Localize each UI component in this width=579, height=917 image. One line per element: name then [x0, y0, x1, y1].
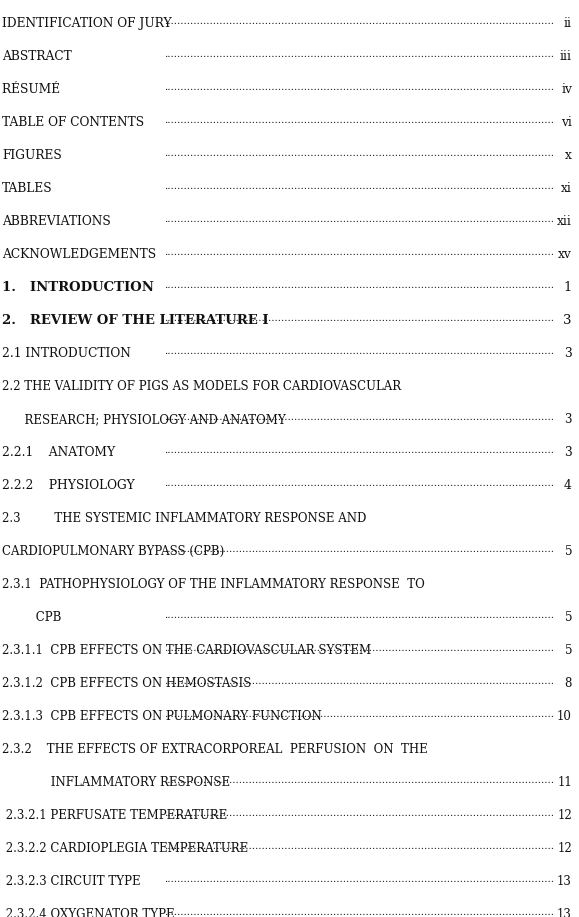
Text: CARDIOPULMONARY BYPASS (CPB): CARDIOPULMONARY BYPASS (CPB)	[2, 545, 224, 558]
Text: 5: 5	[565, 644, 572, 657]
Text: ................................................................................: ........................................…	[164, 83, 554, 92]
Text: iii: iii	[560, 50, 572, 63]
Text: 13: 13	[557, 908, 572, 917]
Text: ................................................................................: ........................................…	[164, 842, 554, 851]
Text: 2.3         THE SYSTEMIC INFLAMMATORY RESPONSE AND: 2.3 THE SYSTEMIC INFLAMMATORY RESPONSE A…	[2, 512, 367, 525]
Text: iv: iv	[561, 83, 572, 96]
Text: 4: 4	[564, 479, 572, 492]
Text: 2.3.2.3 CIRCUIT TYPE: 2.3.2.3 CIRCUIT TYPE	[2, 875, 141, 888]
Text: ................................................................................: ........................................…	[164, 809, 554, 818]
Text: CPB: CPB	[2, 611, 61, 624]
Text: 2.3.2.1 PERFUSATE TEMPERATURE: 2.3.2.1 PERFUSATE TEMPERATURE	[2, 809, 227, 822]
Text: ................................................................................: ........................................…	[164, 149, 554, 158]
Text: 1: 1	[563, 281, 572, 294]
Text: 2.3.1.2  CPB EFFECTS ON HEMOSTASIS: 2.3.1.2 CPB EFFECTS ON HEMOSTASIS	[2, 677, 251, 690]
Text: ................................................................................: ........................................…	[164, 677, 554, 686]
Text: 2.3.1.1  CPB EFFECTS ON THE CARDIOVASCULAR SYSTEM: 2.3.1.1 CPB EFFECTS ON THE CARDIOVASCULA…	[2, 644, 371, 657]
Text: ................................................................................: ........................................…	[164, 545, 554, 554]
Text: ABBREVIATIONS: ABBREVIATIONS	[2, 215, 111, 228]
Text: 2.3.2.4 OXYGENATOR TYPE: 2.3.2.4 OXYGENATOR TYPE	[2, 908, 175, 917]
Text: 2.3.1.3  CPB EFFECTS ON PULMONARY FUNCTION: 2.3.1.3 CPB EFFECTS ON PULMONARY FUNCTIO…	[2, 710, 322, 723]
Text: ................................................................................: ........................................…	[164, 116, 554, 125]
Text: 12: 12	[557, 809, 572, 822]
Text: ................................................................................: ........................................…	[164, 413, 554, 422]
Text: 11: 11	[557, 776, 572, 789]
Text: 3: 3	[565, 413, 572, 426]
Text: ................................................................................: ........................................…	[164, 215, 554, 224]
Text: TABLE OF CONTENTS: TABLE OF CONTENTS	[2, 116, 144, 129]
Text: 2.2.2    PHYSIOLOGY: 2.2.2 PHYSIOLOGY	[2, 479, 135, 492]
Text: ACKNOWLEDGEMENTS: ACKNOWLEDGEMENTS	[2, 248, 156, 261]
Text: ................................................................................: ........................................…	[164, 182, 554, 191]
Text: 5: 5	[565, 611, 572, 624]
Text: 10: 10	[557, 710, 572, 723]
Text: ................................................................................: ........................................…	[164, 17, 554, 26]
Text: 2.1 INTRODUCTION: 2.1 INTRODUCTION	[2, 347, 131, 360]
Text: ................................................................................: ........................................…	[164, 347, 554, 356]
Text: ................................................................................: ........................................…	[164, 710, 554, 719]
Text: 8: 8	[565, 677, 572, 690]
Text: 2.3.2.2 CARDIOPLEGIA TEMPERATURE: 2.3.2.2 CARDIOPLEGIA TEMPERATURE	[2, 842, 248, 855]
Text: ABSTRACT: ABSTRACT	[2, 50, 72, 63]
Text: xi: xi	[561, 182, 572, 195]
Text: 2.3.1  PATHOPHYSIOLOGY OF THE INFLAMMATORY RESPONSE  TO: 2.3.1 PATHOPHYSIOLOGY OF THE INFLAMMATOR…	[2, 578, 425, 591]
Text: 13: 13	[557, 875, 572, 888]
Text: 12: 12	[557, 842, 572, 855]
Text: ................................................................................: ........................................…	[164, 281, 554, 290]
Text: 2.2 THE VALIDITY OF PIGS AS MODELS FOR CARDIOVASCULAR: 2.2 THE VALIDITY OF PIGS AS MODELS FOR C…	[2, 380, 401, 393]
Text: 3: 3	[563, 314, 572, 327]
Text: 2.3.2    THE EFFECTS OF EXTRACORPOREAL  PERFUSION  ON  THE: 2.3.2 THE EFFECTS OF EXTRACORPOREAL PERF…	[2, 743, 428, 756]
Text: ................................................................................: ........................................…	[164, 248, 554, 257]
Text: RÉSUMÉ: RÉSUMÉ	[2, 83, 64, 96]
Text: ................................................................................: ........................................…	[164, 644, 554, 653]
Text: 3: 3	[565, 446, 572, 459]
Text: x: x	[565, 149, 572, 162]
Text: ................................................................................: ........................................…	[164, 908, 554, 917]
Text: 2.   REVIEW OF THE LITERATURE I: 2. REVIEW OF THE LITERATURE I	[2, 314, 269, 327]
Text: ................................................................................: ........................................…	[164, 479, 554, 488]
Text: 2.2.1    ANATOMY: 2.2.1 ANATOMY	[2, 446, 115, 459]
Text: vi: vi	[561, 116, 572, 129]
Text: xii: xii	[557, 215, 572, 228]
Text: IDENTIFICATION OF JURY: IDENTIFICATION OF JURY	[2, 17, 172, 30]
Text: INFLAMMATORY RESPONSE: INFLAMMATORY RESPONSE	[2, 776, 230, 789]
Text: ................................................................................: ........................................…	[164, 314, 554, 323]
Text: FIGURES: FIGURES	[2, 149, 62, 162]
Text: ................................................................................: ........................................…	[164, 50, 554, 59]
Text: ................................................................................: ........................................…	[164, 776, 554, 785]
Text: 1.   INTRODUCTION: 1. INTRODUCTION	[2, 281, 154, 294]
Text: ................................................................................: ........................................…	[164, 875, 554, 884]
Text: xv: xv	[558, 248, 572, 261]
Text: 5: 5	[565, 545, 572, 558]
Text: ................................................................................: ........................................…	[164, 611, 554, 620]
Text: RESEARCH; PHYSIOLOGY AND ANATOMY: RESEARCH; PHYSIOLOGY AND ANATOMY	[2, 413, 286, 426]
Text: 3: 3	[565, 347, 572, 360]
Text: ii: ii	[564, 17, 572, 30]
Text: ................................................................................: ........................................…	[164, 446, 554, 455]
Text: TABLES: TABLES	[2, 182, 53, 195]
